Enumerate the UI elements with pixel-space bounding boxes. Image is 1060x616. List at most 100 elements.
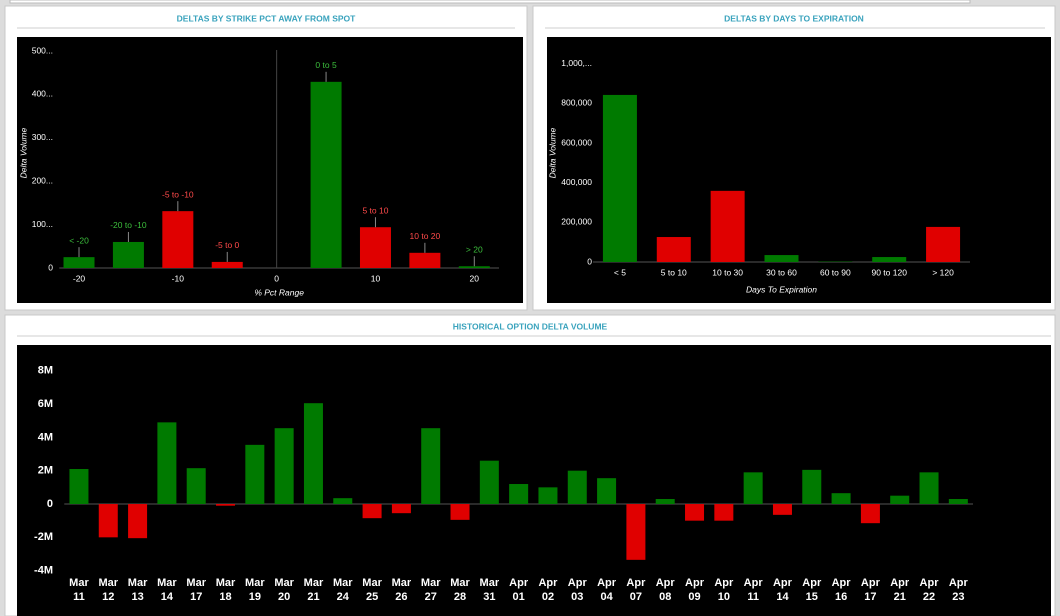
bar (948, 499, 968, 505)
y-tick-label: 200,000 (561, 217, 592, 227)
bar (98, 504, 118, 538)
x-tick-label: 0 (274, 273, 279, 283)
bar (872, 257, 907, 262)
y-tick-label: -4M (34, 565, 53, 577)
chart-title: DELTAS BY DAYS TO EXPIRATION (724, 13, 864, 23)
bar-label: -5 to -10 (162, 189, 194, 199)
chart-title: DELTAS BY STRIKE PCT AWAY FROM SPOT (177, 13, 356, 23)
bar-label: 0 to 5 (315, 60, 337, 70)
x-tick-label: Mar 19 (245, 577, 265, 603)
y-tick-label: 0 (48, 262, 53, 272)
bar (890, 495, 910, 505)
bar (63, 257, 95, 268)
bar (303, 403, 323, 505)
x-tick-label: Apr 10 (714, 577, 734, 603)
x-tick-label: Mar 26 (392, 577, 412, 603)
y-tick-label: 600,000 (561, 137, 592, 147)
x-tick-label: Apr 14 (773, 577, 793, 603)
bar-label: -20 to -10 (110, 220, 147, 230)
y-tick-label: -2M (34, 531, 53, 543)
top-strip (9, 0, 971, 4)
bar (764, 255, 799, 262)
bar (743, 472, 763, 505)
bar (714, 504, 734, 521)
x-tick-label: Apr 11 (744, 577, 764, 603)
x-tick-label: Mar 13 (128, 577, 148, 603)
bar (685, 504, 705, 521)
x-tick-label: Apr 21 (890, 577, 910, 603)
bar (919, 472, 939, 505)
x-tick-label: Mar 27 (421, 577, 441, 603)
bar (602, 94, 637, 262)
x-tick-label: Mar 17 (186, 577, 206, 603)
bar (655, 499, 675, 505)
x-tick-label: 10 to 30 (712, 267, 743, 277)
x-tick-label: Mar 12 (98, 577, 118, 603)
y-tick-label: 400... (32, 89, 53, 99)
x-tick-label: Mar 25 (362, 577, 382, 603)
x-tick-label: Mar 28 (450, 577, 470, 603)
x-tick-label: Apr 08 (656, 577, 676, 603)
x-tick-label: 90 to 120 (871, 267, 907, 277)
bar (656, 237, 691, 262)
bar (567, 470, 587, 505)
bar-label: -5 to 0 (215, 240, 239, 250)
bar (926, 226, 961, 262)
bar (362, 504, 382, 519)
y-axis-label: Delta Volume (547, 127, 557, 178)
y-tick-label: 200... (32, 175, 53, 185)
bar-label: > 20 (466, 245, 483, 255)
x-tick-label: Apr 09 (685, 577, 705, 603)
y-tick-label: 6M (38, 398, 53, 410)
y-tick-label: 500... (32, 45, 53, 55)
x-tick-label: Mar 31 (480, 577, 500, 603)
bar (538, 487, 558, 505)
x-tick-label: Apr 01 (509, 577, 529, 603)
bar (450, 504, 470, 520)
x-tick-label: Mar 18 (216, 577, 236, 603)
x-tick-label: Mar 20 (274, 577, 294, 603)
bar (186, 468, 206, 505)
x-tick-label: 60 to 90 (820, 267, 851, 277)
x-tick-label: Mar 11 (69, 577, 89, 603)
x-tick-label: > 120 (932, 267, 954, 277)
y-tick-label: 300... (32, 132, 53, 142)
x-tick-label: 10 (371, 273, 381, 283)
chart-title: HISTORICAL OPTION DELTA VOLUME (453, 321, 608, 331)
y-tick-label: 0 (587, 256, 592, 266)
bar (216, 504, 236, 506)
bar (162, 211, 194, 268)
bar-label: < -20 (69, 235, 89, 245)
x-tick-label: Apr 22 (920, 577, 940, 603)
bar (391, 504, 411, 514)
x-tick-label: Apr 23 (949, 577, 969, 603)
y-tick-label: 0 (47, 498, 53, 510)
y-tick-label: 2M (38, 465, 53, 477)
y-tick-label: 100... (32, 219, 53, 229)
bar (479, 460, 499, 505)
bar (860, 504, 880, 524)
x-tick-label: Apr 03 (568, 577, 588, 603)
bar (333, 498, 353, 505)
y-axis-label: Delta Volume (18, 127, 28, 178)
x-tick-label: Apr 17 (861, 577, 881, 603)
y-tick-label: 4M (38, 431, 53, 443)
bar (310, 81, 342, 268)
x-tick-label: Apr 16 (832, 577, 852, 603)
bar (274, 428, 294, 505)
x-tick-label: -10 (172, 273, 185, 283)
bar (359, 227, 391, 268)
bar (112, 241, 144, 268)
bar (458, 266, 490, 268)
bar (597, 478, 617, 505)
bar (421, 428, 441, 505)
x-tick-label: 5 to 10 (661, 267, 687, 277)
bar-label: 5 to 10 (362, 205, 388, 215)
x-tick-label: Apr 15 (802, 577, 822, 603)
x-tick-label: Mar 14 (157, 577, 177, 603)
bar-label: 10 to 20 (410, 231, 441, 241)
y-tick-label: 8M (38, 365, 53, 377)
x-tick-label: Apr 07 (626, 577, 646, 603)
bar (211, 261, 243, 268)
